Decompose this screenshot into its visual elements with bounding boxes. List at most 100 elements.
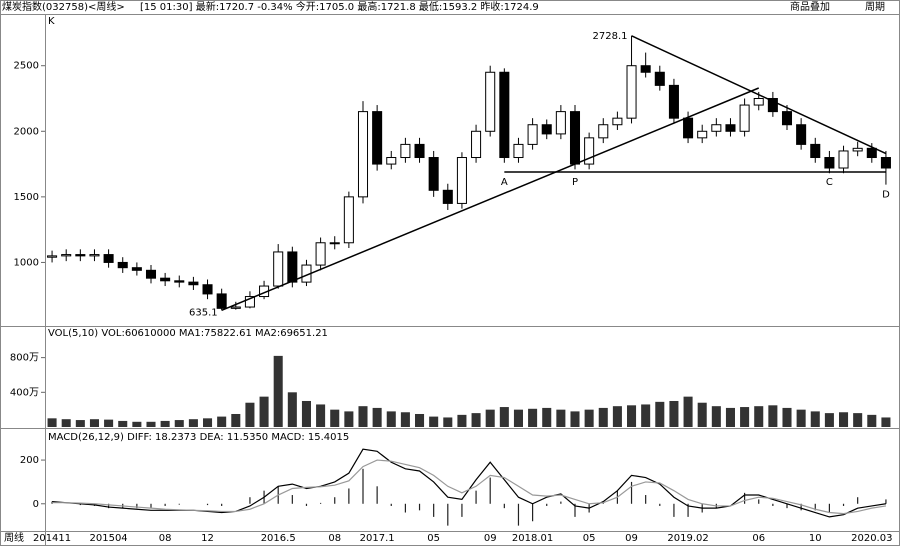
trend-line — [631, 35, 887, 155]
volume-bar — [839, 412, 849, 427]
candle-body — [499, 71, 510, 159]
macd-bar — [828, 503, 830, 513]
macd-bar — [758, 499, 760, 504]
candle-body — [711, 124, 722, 132]
y-tick-label: 0 — [33, 499, 39, 510]
volume-bar — [768, 405, 778, 427]
macd-bar — [814, 503, 816, 511]
volume-bar — [118, 420, 128, 427]
volume-bar — [471, 413, 481, 427]
macd-bar — [560, 501, 562, 504]
candle-body — [428, 157, 439, 191]
y-tick-label: 800万 — [10, 353, 39, 364]
volume-bar — [273, 355, 283, 427]
macd-bar — [659, 503, 661, 506]
volume-bar — [513, 409, 523, 427]
volume-bar — [429, 416, 439, 427]
candle-body — [372, 111, 383, 165]
volume-bar — [754, 406, 764, 427]
x-tick-label: 2020.03 — [851, 533, 892, 544]
volume-bar — [400, 412, 410, 427]
candle-body — [654, 71, 665, 86]
macd-bar — [305, 503, 308, 506]
volume-bar — [867, 414, 877, 427]
x-tick-label: 12 — [201, 533, 214, 544]
period-button[interactable]: 周期 — [865, 1, 885, 13]
candle-body — [541, 124, 552, 135]
macd-bar — [673, 503, 675, 517]
x-tick-label: 2019.02 — [667, 533, 708, 544]
candle-body — [683, 117, 694, 139]
point-label: D — [882, 190, 890, 201]
candle-body — [343, 196, 354, 244]
x-tick-label: 09 — [625, 533, 638, 544]
candle-body — [866, 147, 877, 159]
y-tick-label: 1000 — [14, 257, 39, 268]
macd-bar — [461, 503, 463, 517]
x-tick-label: 2018.01 — [512, 533, 553, 544]
candle-body — [188, 281, 199, 286]
volume-bar — [132, 421, 142, 427]
candle-body — [725, 124, 736, 132]
volume-bar — [641, 404, 651, 427]
candle-body — [880, 157, 891, 169]
x-tick-label: 05 — [427, 533, 440, 544]
candle-body — [796, 124, 807, 145]
x-tick-label: 05 — [583, 533, 596, 544]
macd-bar — [221, 503, 223, 506]
volume-bar — [259, 396, 269, 427]
macd-line — [52, 459, 887, 515]
macd-bar — [744, 492, 746, 504]
volume-bar — [669, 400, 679, 427]
macd-line — [52, 448, 887, 518]
volume-bar — [810, 411, 820, 427]
candle-body — [47, 255, 58, 258]
volume-bar — [301, 400, 311, 427]
macd-bar — [687, 503, 689, 517]
macd-bar — [150, 503, 152, 509]
candle-body — [75, 254, 86, 257]
macd-bar — [362, 468, 364, 504]
volume-bar — [881, 417, 891, 427]
macd-bar — [178, 503, 180, 505]
candle-body — [273, 251, 284, 287]
volume-bar — [47, 418, 57, 427]
macd-bar — [546, 503, 548, 506]
x-tick-label: 09 — [484, 533, 497, 544]
macd-bar — [291, 495, 293, 504]
macd-bar — [517, 503, 520, 526]
candle-body — [598, 124, 609, 139]
volume-bar — [104, 419, 114, 427]
volume-bar — [316, 404, 326, 427]
volume-bar — [796, 409, 806, 427]
header-title: 煤炭指数(032758)<周线> — [2, 0, 125, 13]
x-tick-label: 08 — [328, 533, 341, 544]
volume-bar — [231, 413, 241, 427]
volume-bar — [824, 413, 834, 427]
macd-bar — [786, 503, 788, 509]
volume-bar — [711, 406, 721, 427]
y-tick-label: 2000 — [14, 126, 39, 137]
macd-bar — [249, 497, 251, 504]
volume-bar — [697, 402, 707, 427]
low-label: 635.1 — [189, 307, 218, 318]
volume-bar — [725, 407, 735, 427]
candle-body — [697, 130, 708, 139]
candle-body — [626, 65, 637, 119]
x-tick-label: 2016.5 — [261, 533, 296, 544]
candle-body — [160, 277, 171, 282]
x-tick-label: 201504 — [90, 533, 128, 544]
volume-bar — [188, 419, 198, 427]
candle-body — [852, 147, 863, 152]
overlay-button[interactable]: 商品叠加 — [790, 0, 830, 13]
macd-bar — [532, 503, 534, 522]
panel-title: MACD(26,12,9) DIFF: 18.2373 DEA: 11.5350… — [48, 432, 349, 443]
volume-bar — [358, 406, 368, 427]
volume-bar — [853, 413, 863, 427]
point-label: C — [826, 177, 833, 188]
candle-body — [216, 293, 227, 309]
candle-body — [584, 137, 595, 165]
volume-bar — [655, 401, 665, 427]
volume-bar — [627, 405, 637, 427]
point-label: P — [572, 177, 578, 188]
